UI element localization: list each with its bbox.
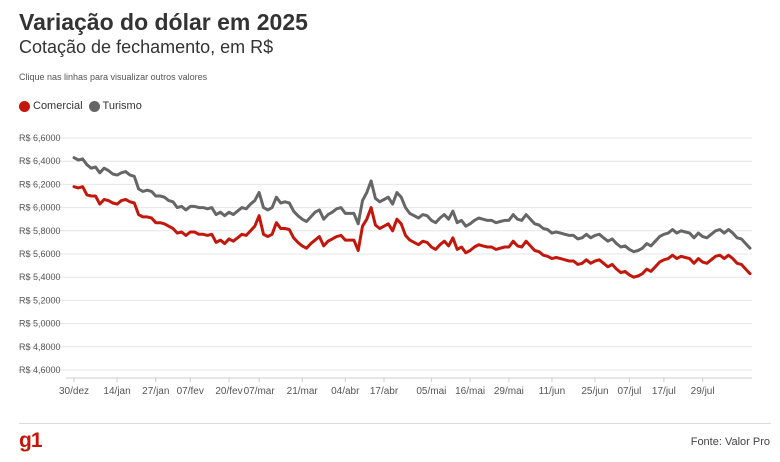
x-tick-label: 21/mar	[287, 386, 319, 397]
x-tick-label: 07/mar	[244, 386, 276, 397]
y-tick-label: R$ 5,8000	[19, 226, 61, 236]
y-tick-label: R$ 4,8000	[19, 342, 61, 352]
x-tick-label: 17/jul	[652, 386, 676, 397]
x-tick-label: 04/abr	[331, 386, 360, 397]
chart-hint: Clique nas linhas para visualizar outros…	[19, 72, 208, 82]
chart-legend: Comercial Turismo	[19, 100, 142, 112]
y-tick-label: R$ 5,6000	[19, 249, 61, 259]
x-tick-label: 27/jan	[142, 386, 169, 397]
legend-label-comercial: Comercial	[33, 100, 83, 112]
y-tick-label: R$ 5,2000	[19, 295, 61, 305]
y-tick-label: R$ 6,0000	[19, 203, 61, 213]
footer-divider	[19, 423, 771, 424]
legend-item-turismo[interactable]: Turismo	[88, 100, 142, 112]
x-tick-label: 29/mai	[494, 386, 524, 397]
y-tick-label: R$ 6,4000	[19, 156, 61, 166]
x-tick-label: 14/jan	[103, 386, 130, 397]
x-tick-label: 20/fev	[215, 386, 242, 397]
x-tick-label: 16/mai	[455, 386, 485, 397]
y-tick-label: R$ 6,2000	[19, 179, 61, 189]
source-note: Fonte: Valor Pro	[690, 436, 770, 448]
x-tick-label: 07/jul	[617, 386, 641, 397]
series-line-comercial[interactable]	[72, 185, 752, 279]
x-tick-label: 17/abr	[370, 386, 399, 397]
y-tick-label: R$ 4,6000	[19, 365, 61, 375]
x-tick-label: 30/dez	[59, 386, 89, 397]
series-line-turismo[interactable]	[72, 156, 752, 254]
chart-title: Variação do dólar em 2025	[19, 9, 308, 35]
chart-subtitle: Cotação de fechamento, em R$	[19, 37, 274, 57]
y-tick-label: R$ 6,6000	[19, 133, 61, 143]
legend-item-comercial[interactable]: Comercial	[19, 100, 83, 112]
x-tick-label: 07/fev	[177, 386, 204, 397]
x-tick-label: 25/jun	[581, 386, 608, 397]
y-tick-label: R$ 5,0000	[19, 319, 61, 329]
g1-logo: g1	[19, 429, 42, 452]
legend-dot-comercial	[19, 100, 30, 112]
legend-dot-turismo	[88, 100, 100, 112]
x-tick-label: 05/mai	[416, 386, 446, 397]
x-tick-label: 11/jun	[539, 386, 566, 397]
x-tick-label: 29/jul	[691, 386, 715, 397]
y-tick-label: R$ 5,4000	[19, 272, 61, 282]
line-chart: R$ 6,6000 R$ 6,4000 R$ 6,2000 R$ 6,0000 R$ 5…	[18, 133, 752, 397]
legend-label-turismo: Turismo	[102, 100, 142, 112]
